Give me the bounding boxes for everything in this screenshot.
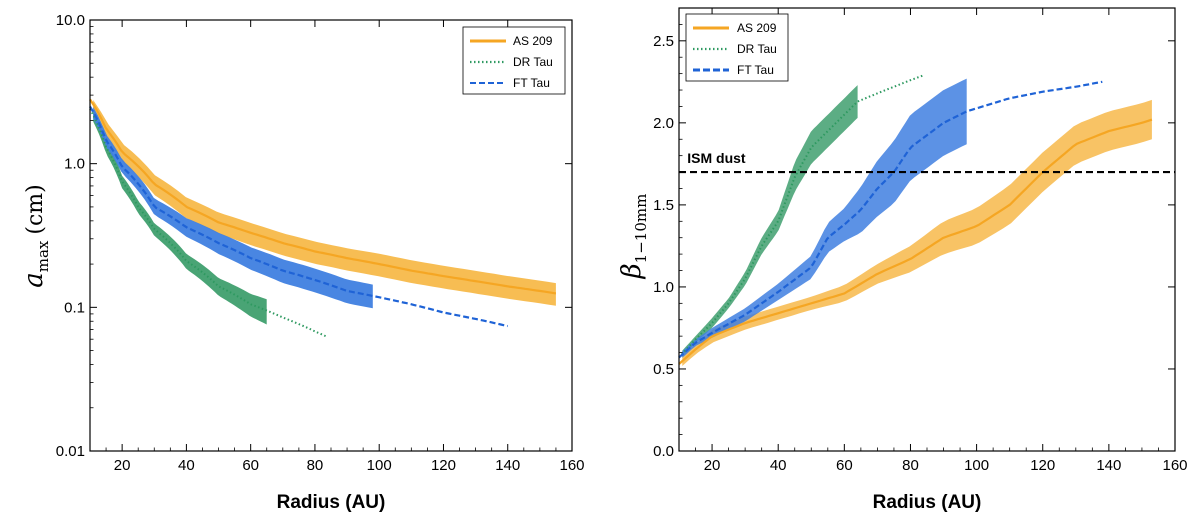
- line-as209: [678, 118, 1153, 365]
- panel-spectral-index: 20 40 60 80 100 120 140 160 0.0 0.5 1.0 1.5 2.0 2.5 I…: [617, 7, 1188, 513]
- x-axis-title: Radius (AU): [873, 492, 982, 513]
- band-as209: [682, 99, 1152, 367]
- x-tick-label: 40: [178, 457, 195, 474]
- legend-label-as209: AS 209: [737, 21, 777, 35]
- uncertainty-bands: [93, 100, 556, 325]
- y-tick-label: 1.5: [653, 197, 674, 214]
- legend-label-fttau: FT Tau: [513, 76, 550, 90]
- band-drtau: [682, 85, 858, 358]
- legend-label-as209: AS 209: [513, 34, 553, 48]
- x-tick-label: 60: [836, 457, 853, 474]
- y-tick-label: 0.1: [64, 299, 85, 316]
- band-fttau: [93, 106, 373, 309]
- x-tick-label: 120: [431, 457, 456, 474]
- line-drtau: [89, 108, 329, 339]
- ism-dust-label: ISM dust: [687, 150, 746, 166]
- y-tick-label: 2.5: [653, 33, 674, 50]
- x-tick-label: 20: [114, 457, 131, 474]
- x-tick-label: 160: [559, 457, 584, 474]
- x-tick-label: 160: [1162, 457, 1187, 474]
- series-lines: [678, 74, 1153, 365]
- y-axis-title: β1−10mm: [617, 194, 650, 280]
- panel-max-grain-size: 20 40 60 80 100 120 140 160 0.01 0.1 1.0 10.0 Radiu…: [19, 12, 585, 513]
- y-axis-subscript: 1−10mm: [632, 194, 650, 264]
- x-tick-label: 100: [964, 457, 989, 474]
- legend: AS 209 DR Tau FT Tau: [462, 26, 566, 95]
- axis-ticks: 20 40 60 80 100 120 140 160 0.0 0.5 1.0 1.5 2.0 2.5: [653, 8, 1188, 474]
- x-tick-label: 120: [1030, 457, 1055, 474]
- y-tick-label: 0.5: [653, 361, 674, 378]
- line-fttau: [678, 80, 1103, 359]
- legend-label-drtau: DR Tau: [513, 55, 553, 69]
- y-axis-symbol: β: [617, 263, 647, 279]
- x-tick-label: 140: [1096, 457, 1121, 474]
- band-fttau: [682, 78, 967, 358]
- band-as209: [93, 100, 556, 306]
- y-tick-label: 1.0: [653, 279, 674, 296]
- y-axis-unit: (cm): [23, 184, 48, 234]
- y-axis-title: amax (cm): [19, 184, 52, 288]
- x-tick-label: 40: [770, 457, 787, 474]
- plot-frame: [678, 7, 1176, 452]
- x-tick-label: 100: [367, 457, 392, 474]
- x-tick-label: 20: [704, 457, 721, 474]
- x-tick-label: 140: [495, 457, 520, 474]
- series-lines: [89, 98, 557, 339]
- x-axis-title: Radius (AU): [277, 492, 386, 513]
- legend-label-drtau: DR Tau: [737, 42, 777, 56]
- y-tick-label: 10.0: [56, 12, 85, 29]
- plot-frame: [89, 19, 573, 452]
- y-tick-label: 0.01: [56, 443, 85, 460]
- y-axis-symbol: a: [19, 272, 49, 288]
- legend: AS 209 DR Tau FT Tau: [685, 13, 789, 82]
- axis-ticks: 20 40 60 80 100 120 140 160 0.01 0.1 1.0 10.0: [56, 12, 585, 474]
- x-tick-label: 60: [242, 457, 259, 474]
- y-tick-label: 1.0: [64, 156, 85, 173]
- y-tick-label: 0.0: [653, 443, 674, 460]
- x-tick-label: 80: [307, 457, 324, 474]
- line-as209: [89, 98, 557, 295]
- y-axis-subscript: max: [34, 240, 52, 272]
- x-tick-label: 80: [902, 457, 919, 474]
- legend-label-fttau: FT Tau: [737, 63, 774, 77]
- line-fttau: [89, 105, 508, 328]
- uncertainty-bands: [682, 78, 1152, 367]
- band-drtau: [93, 110, 267, 325]
- y-tick-label: 2.0: [653, 115, 674, 132]
